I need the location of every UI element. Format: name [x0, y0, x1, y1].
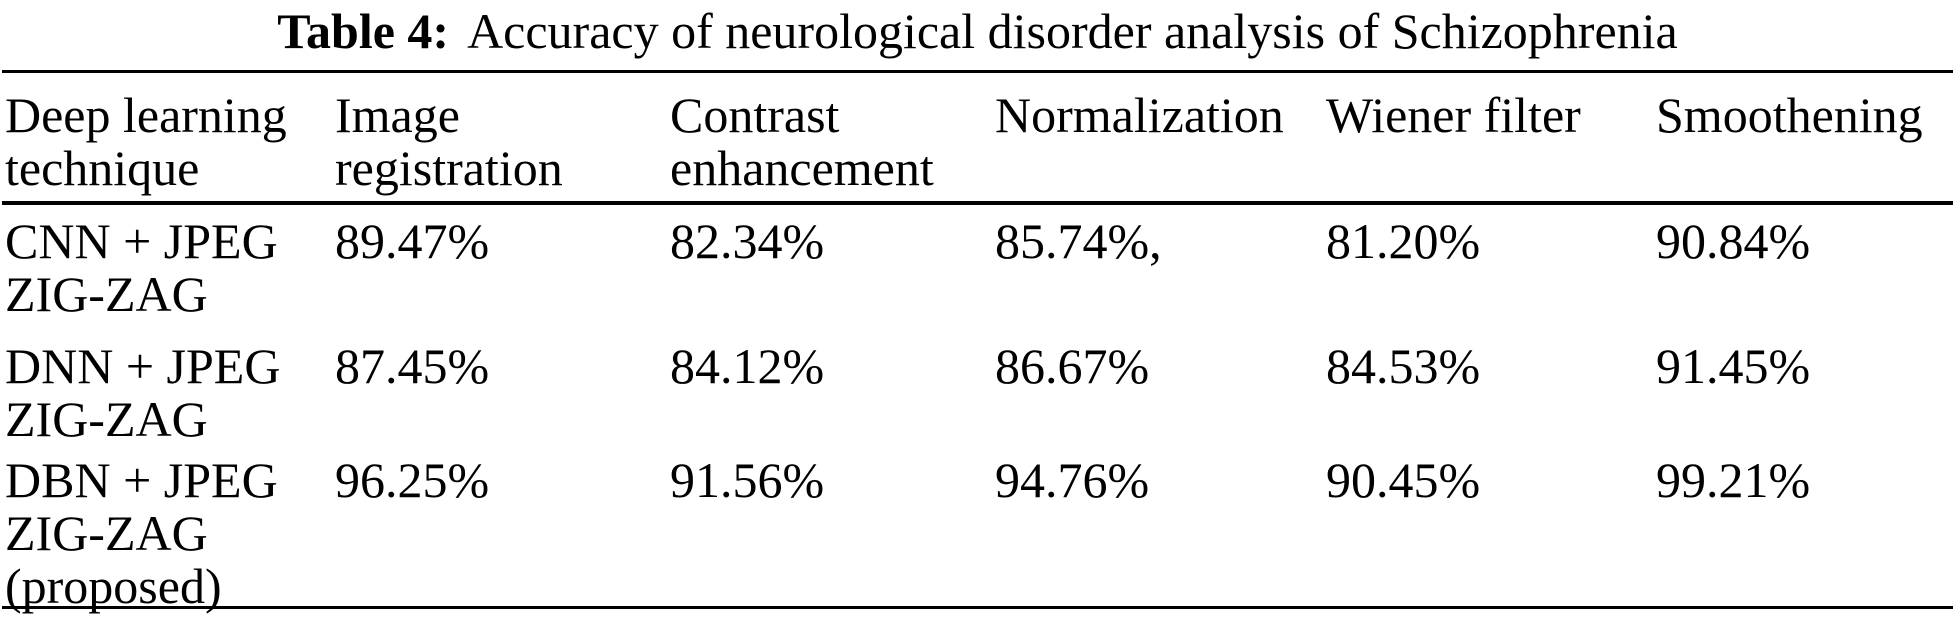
table-header-row: Deep learning technique Image registrati…	[0, 73, 1955, 201]
cell-contrast-enhancement: 82.34%	[670, 213, 825, 269]
cell-normalization: 94.76%	[995, 452, 1150, 508]
cell-normalization: 86.67%	[995, 338, 1150, 394]
column-header-image-registration: Image registration	[335, 87, 563, 196]
table-header-rule	[2, 201, 1953, 205]
table-bottom-rule	[2, 606, 1953, 609]
cell-contrast-enhancement: 91.56%	[670, 452, 825, 508]
cell-wiener-filter: 90.45%	[1326, 452, 1481, 508]
table-row: DNN + JPEG ZIG-ZAG 87.45% 84.12% 86.67% …	[0, 328, 1955, 450]
cell-contrast-enhancement: 84.12%	[670, 338, 825, 394]
cell-wiener-filter: 84.53%	[1326, 338, 1481, 394]
table-caption: Table 4: Accuracy of neurological disorde…	[0, 0, 1955, 70]
table-row: DBN + JPEG ZIG-ZAG (proposed) 96.25% 91.…	[0, 450, 1955, 613]
column-header-normalization: Normalization	[995, 87, 1284, 143]
cell-image-registration: 89.47%	[335, 213, 490, 269]
table-row: CNN + JPEG ZIG-ZAG 89.47% 82.34% 85.74%,…	[0, 205, 1955, 328]
table-caption-number: Table 4:	[277, 3, 450, 59]
row-technique-label: DBN + JPEG ZIG-ZAG (proposed)	[5, 452, 278, 614]
row-technique-label: CNN + JPEG ZIG-ZAG	[5, 213, 278, 322]
table-top-rule	[2, 70, 1953, 73]
row-technique-label: DNN + JPEG ZIG-ZAG	[5, 338, 281, 447]
column-header-contrast-enhancement: Contrast enhancement	[670, 87, 934, 196]
cell-smoothening: 91.45%	[1656, 338, 1811, 394]
cell-smoothening: 90.84%	[1656, 213, 1811, 269]
table-caption-text: Accuracy of neurological disorder analys…	[467, 3, 1678, 59]
column-header-smoothening: Smoothening	[1656, 87, 1923, 143]
cell-wiener-filter: 81.20%	[1326, 213, 1481, 269]
column-header-wiener-filter: Wiener filter	[1326, 87, 1581, 143]
cell-image-registration: 87.45%	[335, 338, 490, 394]
column-header-deep-learning-technique: Deep learning technique	[5, 87, 287, 196]
cell-smoothening: 99.21%	[1656, 452, 1811, 508]
cell-image-registration: 96.25%	[335, 452, 490, 508]
cell-normalization: 85.74%,	[995, 213, 1162, 269]
